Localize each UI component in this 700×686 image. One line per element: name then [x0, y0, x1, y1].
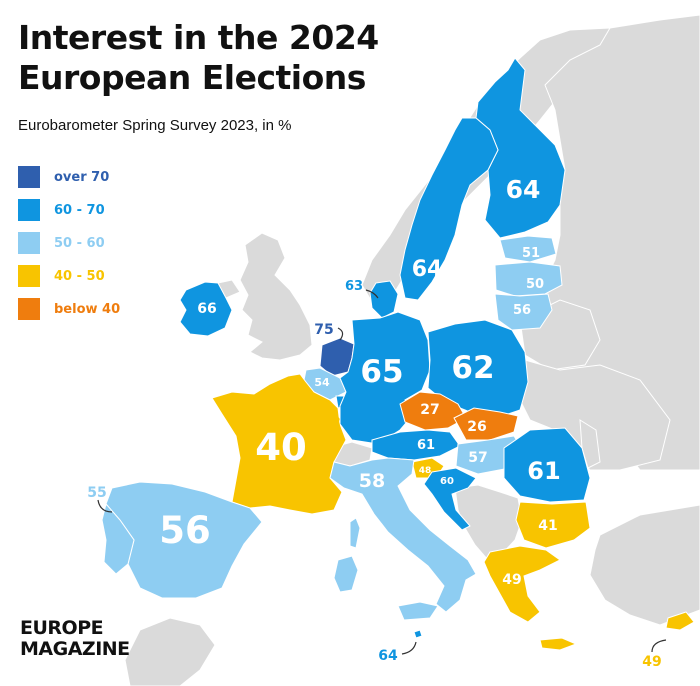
ukraine-land — [519, 359, 671, 471]
legend-label: over 70 — [54, 169, 110, 185]
morocco-land — [124, 617, 216, 686]
czechia-value: 27 — [420, 402, 439, 418]
belgium-value: 54 — [314, 376, 330, 389]
brand-logo: EUROPE MAGAZINE — [20, 618, 130, 660]
turkey-land — [589, 504, 700, 626]
malta-leader — [401, 641, 417, 655]
netherlands-leader — [337, 327, 344, 341]
estonia-region — [499, 235, 557, 263]
ireland-value: 66 — [197, 301, 216, 317]
estonia-value: 51 — [522, 246, 540, 261]
latvia-value: 50 — [526, 277, 544, 292]
lithuania-value: 56 — [513, 303, 531, 318]
denmark-leader — [365, 289, 379, 299]
netherlands-value: 75 — [314, 322, 333, 338]
legend-label: 60 - 70 — [54, 202, 105, 218]
finland-value: 64 — [506, 175, 541, 204]
italy-region — [329, 457, 477, 613]
legend: over 70 60 - 70 50 - 60 40 - 50 below 40 — [18, 166, 120, 331]
slovakia-region — [453, 407, 519, 441]
croatia-value: 60 — [440, 476, 454, 487]
portugal-value: 55 — [87, 485, 106, 501]
brand-line-1: EUROPE — [20, 617, 104, 639]
cyprus-value: 49 — [642, 654, 661, 670]
legend-item-over-70: over 70 — [18, 166, 120, 188]
italy-value: 58 — [359, 470, 385, 492]
lithuania-region — [494, 293, 553, 331]
legend-swatch — [18, 166, 40, 188]
ireland-region — [179, 281, 233, 337]
map-title: Interest in the 2024 European Elections — [18, 18, 379, 98]
sweden-region — [399, 117, 499, 301]
legend-swatch — [18, 265, 40, 287]
legend-item-50-60: 50 - 60 — [18, 232, 120, 254]
portugal-region — [101, 502, 135, 575]
legend-item-60-70: 60 - 70 — [18, 199, 120, 221]
slovenia-value: 48 — [419, 466, 432, 476]
sweden-value: 64 — [412, 257, 443, 282]
latvia-region — [494, 261, 563, 297]
cyprus-region — [665, 611, 695, 631]
bulgaria-region — [515, 501, 591, 549]
legend-label: below 40 — [54, 301, 121, 317]
denmark-value: 63 — [345, 279, 363, 294]
austria-region — [371, 429, 461, 461]
sicily-region — [397, 601, 439, 621]
title-line-2: European Elections — [18, 58, 366, 97]
slovakia-value: 26 — [467, 419, 486, 435]
poland-value: 62 — [451, 350, 494, 386]
legend-item-below-40: below 40 — [18, 298, 120, 320]
france-value: 40 — [255, 426, 307, 469]
brand-line-2: MAGAZINE — [20, 638, 130, 660]
legend-swatch — [18, 199, 40, 221]
legend-swatch — [18, 232, 40, 254]
hungary-value: 57 — [468, 450, 487, 466]
romania-value: 61 — [527, 457, 560, 485]
germany-value: 65 — [360, 354, 403, 390]
legend-item-40-50: 40 - 50 — [18, 265, 120, 287]
bulgaria-value: 41 — [538, 518, 557, 534]
portugal-leader — [97, 499, 113, 513]
legend-swatch — [18, 298, 40, 320]
moldova-land — [579, 419, 601, 469]
map-subtitle: Eurobarometer Spring Survey 2023, in % — [18, 117, 292, 134]
crete-region — [539, 637, 578, 651]
denmark-region — [369, 280, 399, 319]
value-labels: 64 64 63 51 50 56 66 75 54 62 65 62 27 2… — [87, 175, 661, 670]
spain-value: 56 — [159, 509, 211, 552]
sardinia-region — [333, 555, 359, 593]
greece-value: 49 — [502, 572, 521, 588]
france-region — [211, 373, 347, 515]
legend-label: 50 - 60 — [54, 235, 105, 251]
corsica-region — [349, 517, 361, 549]
greece-region — [483, 545, 561, 623]
austria-value: 61 — [417, 438, 435, 453]
malta-region — [413, 629, 423, 639]
romania-region — [503, 427, 591, 503]
uk-land — [239, 232, 313, 361]
eu-countries — [101, 57, 695, 651]
legend-label: 40 - 50 — [54, 268, 105, 284]
malta-value: 64 — [378, 648, 398, 664]
croatia-region — [423, 467, 477, 531]
poland-region — [427, 319, 529, 419]
title-line-1: Interest in the 2024 — [18, 18, 379, 57]
luxembourg-value: 62 — [325, 415, 340, 428]
callout-lines — [97, 289, 667, 655]
cyprus-leader — [651, 639, 667, 653]
